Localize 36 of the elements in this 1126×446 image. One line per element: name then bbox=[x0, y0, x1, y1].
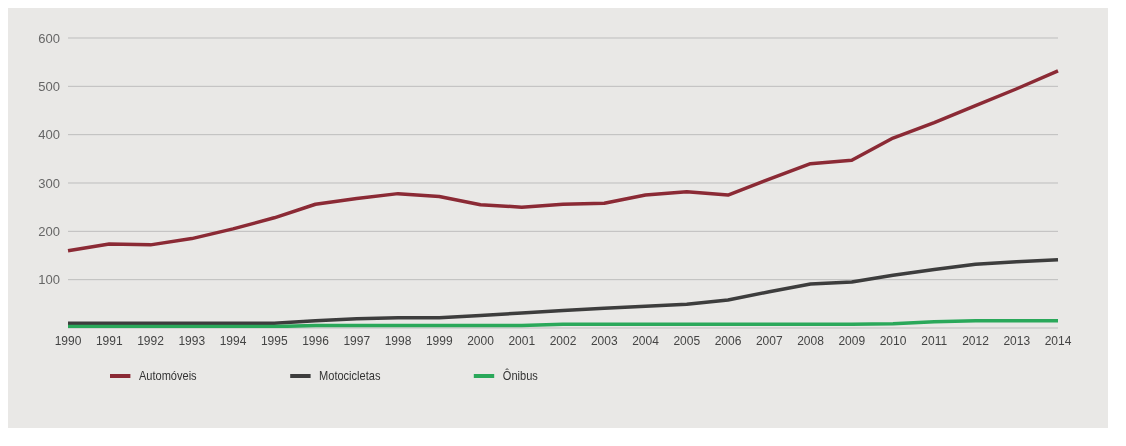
x-tick-label: 2002 bbox=[549, 333, 577, 348]
x-tick-label: 2004 bbox=[632, 333, 660, 348]
x-tick-label: 2012 bbox=[962, 333, 990, 348]
x-tick-label: 2000 bbox=[467, 333, 495, 348]
y-tick-label: 400 bbox=[38, 127, 60, 143]
x-tick-label: 1996 bbox=[302, 333, 330, 348]
x-tick-label: 1997 bbox=[343, 333, 371, 348]
x-tick-label: 1999 bbox=[425, 333, 453, 348]
x-tick-label: 2010 bbox=[879, 333, 907, 348]
y-tick-label: 100 bbox=[38, 272, 60, 288]
x-tick-label: 2003 bbox=[590, 333, 618, 348]
y-tick-label: 200 bbox=[38, 223, 60, 239]
legend-label: Automóveis bbox=[138, 368, 197, 383]
x-tick-label: 2011 bbox=[921, 333, 948, 348]
x-tick-label: 1995 bbox=[260, 333, 288, 348]
x-tick-label: 2006 bbox=[714, 333, 742, 348]
x-tick-label: 2014 bbox=[1044, 333, 1072, 348]
y-tick-label: 600 bbox=[38, 30, 60, 46]
legend-label: Motocicletas bbox=[319, 368, 381, 383]
line-series bbox=[66, 69, 1060, 253]
x-tick-label: 2013 bbox=[1003, 333, 1031, 348]
line-series bbox=[66, 258, 1060, 325]
x-tick-label: 2005 bbox=[673, 333, 701, 348]
x-tick-label: 2008 bbox=[797, 333, 825, 348]
x-tick-label: 2007 bbox=[755, 333, 783, 348]
x-tick-label: 1993 bbox=[178, 333, 206, 348]
x-tick-label: 2009 bbox=[838, 333, 866, 348]
y-tick-label: 500 bbox=[38, 78, 60, 94]
legend-label: Ônibus bbox=[502, 368, 538, 383]
x-tick-label: 1994 bbox=[219, 333, 247, 348]
x-tick-label: 1990 bbox=[54, 333, 82, 348]
x-tick-label: 1998 bbox=[384, 333, 412, 348]
x-tick-label: 1992 bbox=[137, 333, 165, 348]
x-tick-label: 1991 bbox=[95, 333, 123, 348]
y-tick-label: 300 bbox=[38, 175, 60, 191]
x-tick-label: 2001 bbox=[508, 333, 536, 348]
